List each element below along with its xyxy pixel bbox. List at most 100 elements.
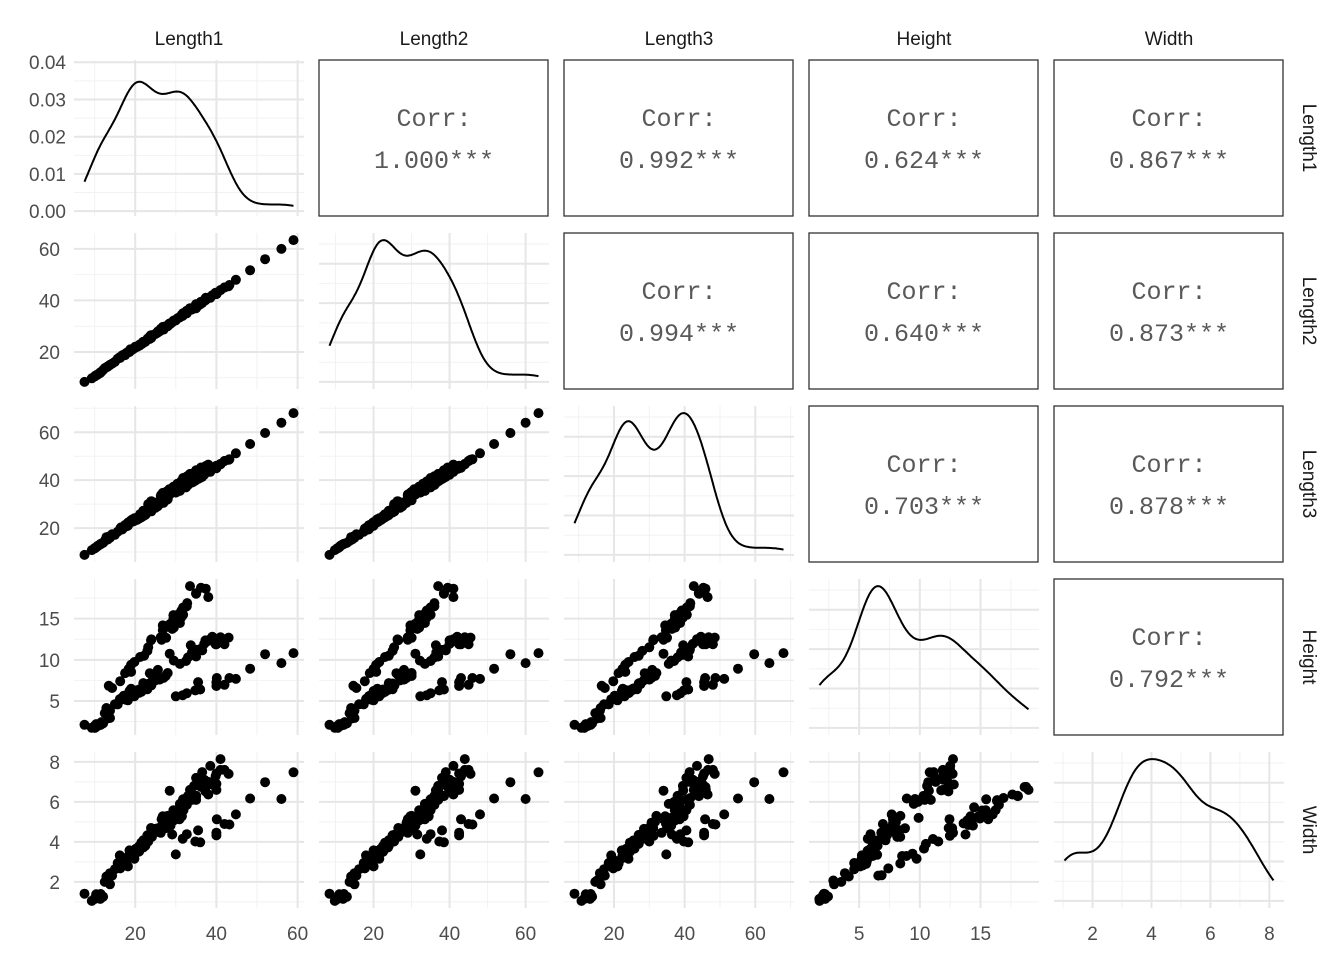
column-strip-label: Length1	[155, 29, 224, 50]
corr-value: 0.867***	[1109, 147, 1229, 176]
y-tick-label: 2	[49, 873, 60, 894]
x-tick-label: 5	[854, 924, 865, 945]
data-point	[454, 681, 465, 691]
data-point	[684, 776, 695, 787]
panel-grid	[74, 60, 304, 216]
data-point	[533, 648, 544, 659]
data-point	[187, 794, 197, 805]
column-strip-label: Length2	[400, 29, 469, 50]
data-point	[700, 583, 711, 594]
y-tick-label: 0.03	[29, 90, 66, 111]
row-strip-label: Length1	[1298, 104, 1319, 173]
correlation-panel	[808, 232, 1039, 390]
scatter-panel	[569, 754, 789, 906]
data-point	[126, 666, 137, 677]
data-point	[709, 632, 720, 643]
data-point	[764, 658, 775, 669]
y-tick-label: 60	[39, 240, 60, 261]
data-point	[948, 754, 958, 765]
data-point	[203, 592, 214, 603]
x-tick-label: 20	[125, 924, 146, 945]
y-tick-label: 20	[39, 343, 60, 364]
x-tick-label: 15	[970, 924, 991, 945]
data-point	[195, 299, 206, 310]
data-point	[105, 359, 115, 370]
correlation-panel	[1053, 405, 1284, 563]
corr-value: 0.873***	[1109, 320, 1229, 349]
data-point	[444, 786, 455, 797]
data-point	[351, 683, 362, 693]
corr-label: Corr:	[886, 451, 961, 480]
data-point	[410, 648, 421, 659]
data-point	[658, 785, 669, 796]
data-point	[185, 581, 195, 592]
data-point	[349, 532, 360, 543]
data-point	[505, 649, 516, 660]
row-strip-label: Length3	[1298, 450, 1319, 519]
y-tick-label: 6	[49, 793, 60, 814]
scatter-panel	[324, 581, 544, 733]
data-point	[181, 478, 192, 488]
data-point	[700, 814, 711, 825]
data-point	[699, 827, 710, 838]
data-point	[489, 793, 500, 804]
data-point	[200, 583, 211, 594]
panel-grid	[319, 233, 549, 389]
data-point	[900, 823, 910, 834]
corr-value: 0.878***	[1109, 493, 1229, 522]
corr-label: Corr:	[1131, 278, 1206, 307]
data-point	[661, 691, 672, 702]
data-point	[162, 494, 173, 505]
data-point	[195, 644, 206, 655]
data-point	[440, 644, 451, 655]
data-point	[683, 684, 694, 695]
y-tick-label: 0.00	[29, 202, 66, 223]
data-point	[406, 668, 417, 678]
data-point	[719, 809, 730, 820]
data-point	[288, 767, 299, 778]
data-point	[211, 461, 222, 472]
data-point	[437, 825, 447, 836]
correlation-panel	[808, 405, 1039, 563]
data-point	[223, 632, 234, 643]
data-point	[865, 829, 876, 840]
data-point	[211, 827, 222, 838]
data-point	[211, 814, 222, 825]
data-point	[211, 635, 222, 646]
data-point	[749, 777, 760, 788]
data-point	[162, 321, 173, 332]
x-tick-label: 2	[1087, 924, 1098, 945]
data-point	[998, 793, 1009, 803]
data-point	[425, 688, 436, 699]
y-tick-label: 0.04	[29, 53, 66, 74]
data-point	[709, 768, 720, 779]
data-point	[393, 635, 404, 646]
data-point	[697, 778, 708, 789]
data-point	[454, 827, 465, 838]
data-point	[211, 673, 222, 683]
y-tick-label: 15	[39, 610, 60, 631]
data-point	[146, 635, 156, 646]
data-point	[467, 819, 478, 830]
data-point	[170, 487, 181, 498]
data-point	[195, 776, 206, 787]
data-point	[684, 767, 695, 778]
data-point	[433, 581, 444, 592]
data-point	[947, 823, 958, 834]
data-point	[182, 598, 193, 609]
corr-label: Corr:	[1131, 105, 1206, 134]
corr-value: 0.640***	[864, 320, 984, 349]
data-point	[245, 265, 256, 276]
data-point	[651, 668, 662, 678]
data-point	[688, 581, 699, 592]
scatter-panel	[79, 235, 299, 387]
data-point	[410, 785, 421, 796]
scatter-panel	[324, 408, 544, 560]
data-point	[223, 768, 234, 779]
data-point	[454, 635, 465, 646]
data-point	[349, 713, 360, 723]
data-point	[152, 664, 163, 675]
correlation-panel	[318, 59, 549, 217]
data-point	[947, 768, 958, 779]
